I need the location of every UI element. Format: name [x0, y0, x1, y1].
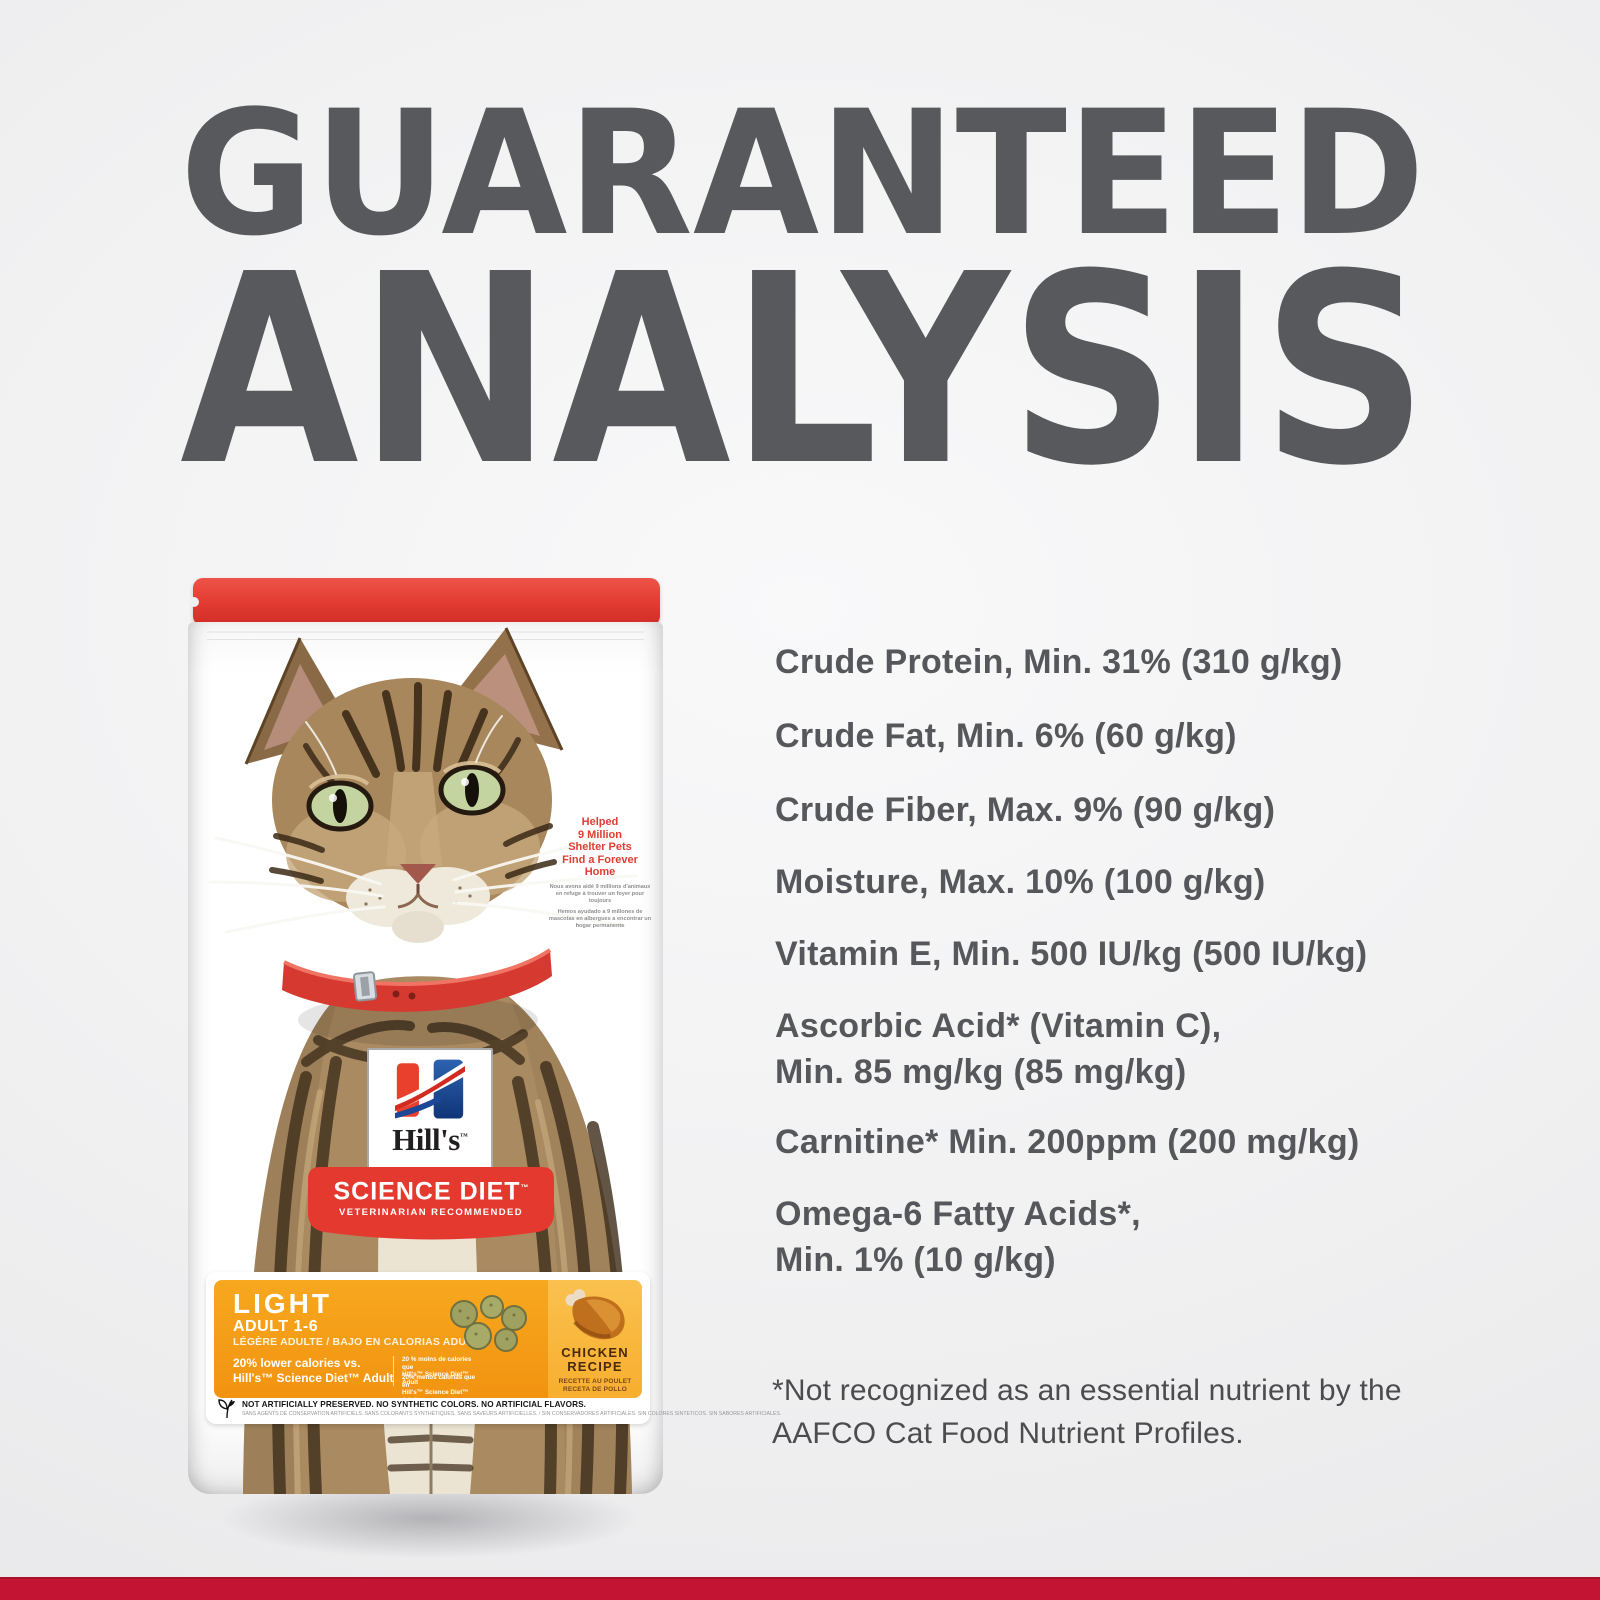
ribbon-shape: [308, 1167, 554, 1240]
nutrient-text: Crude Fiber, Max. 9% (90 g/kg): [775, 791, 1276, 829]
nutrient-crude-protein: Crude Protein, Min. 31% (310 g/kg): [775, 639, 1343, 685]
nutrient-text: Min. 85 mg/kg (85 mg/kg): [775, 1053, 1187, 1091]
callout-translation-es: Hemos ayudado a 9 millones de mascotas e…: [548, 909, 652, 929]
callout-line: Find a Forever: [562, 853, 638, 866]
no-artificial-text: NOT ARTIFICIALLY PRESERVED. NO SYNTHETIC…: [242, 1400, 587, 1409]
nutrient-text: Vitamin E, Min. 500 IU/kg (500 IU/kg): [775, 935, 1368, 973]
claim-line-es: 20% menos calorias que en: [402, 1374, 476, 1389]
nutrient-text: Omega-6 Fatty Acids*,: [775, 1195, 1141, 1233]
claim-line-fr: 20 % moins de calories que: [402, 1356, 472, 1371]
flavor-name: CHICKEN: [561, 1345, 629, 1360]
shelter-callout: Helped 9 Million Shelter Pets Find a For…: [548, 816, 652, 930]
hills-brand-text: Hill's: [392, 1122, 460, 1157]
trademark-symbol: ™: [520, 1183, 529, 1192]
callout-line: Home: [584, 866, 616, 879]
callout-line: Helped: [581, 816, 619, 828]
calorie-claim-es: 20% menos calorias que en Hill's™ Scienc…: [402, 1374, 482, 1404]
banner-flavor-panel: CHICKEN RECIPE RECETTE AU POULET RECETA …: [548, 1280, 642, 1398]
hills-wordmark: Hill's™: [369, 1122, 491, 1158]
leaf-icon: [218, 1399, 235, 1419]
science-diet-label: SCIENCE DIET™: [306, 1175, 556, 1204]
claim-line-fr: Hill's™ Science Diet™ Adult: [402, 1371, 469, 1386]
chicken-drumstick-icon: [565, 1289, 625, 1340]
flavor-translation-fr: RECETTE AU POULET: [558, 1378, 632, 1385]
page-title-line2: ANALYSIS: [180, 218, 1428, 500]
footnote-line: *Not recognized as an essential nutrient…: [772, 1374, 1402, 1407]
bottom-brand-bar: [0, 1577, 1600, 1600]
veterinarian-recommended-label: VETERINARIAN RECOMMENDED: [338, 1207, 524, 1219]
nutrient-moisture: Moisture, Max. 10% (100 g/kg): [775, 859, 1266, 905]
footnote-line: AAFCO Cat Food Nutrient Profiles.: [772, 1417, 1244, 1450]
nutrient-ascorbic-acid: Ascorbic Acid* (Vitamin C), Min. 85 mg/k…: [775, 1003, 1221, 1095]
claim-line: 20% lower calories vs.: [233, 1356, 361, 1370]
callout-translation-fr: Nous avons aidé 9 millions d'animaux en …: [549, 883, 651, 904]
bag-zip-seal: [189, 578, 660, 626]
page-title: GUARANTEED ANALYSIS: [180, 73, 1428, 500]
nutrient-text: Carnitine* Min. 200ppm (200 mg/kg): [775, 1123, 1360, 1161]
nutrient-carnitine: Carnitine* Min. 200ppm (200 mg/kg): [775, 1119, 1360, 1165]
kibble-icon: [450, 1295, 527, 1352]
flavor-translation-es: RECETA DE POLLO: [562, 1386, 628, 1393]
nutrient-text: Crude Fat, Min. 6% (60 g/kg): [775, 717, 1237, 755]
footnote: *Not recognized as an essential nutrient…: [772, 1369, 1402, 1455]
nutrient-crude-fat: Crude Fat, Min. 6% (60 g/kg): [775, 713, 1237, 759]
science-diet-ribbon: SCIENCE DIET™ VETERINARIAN RECOMMENDED: [306, 1163, 556, 1243]
nutrient-text: Moisture, Max. 10% (100 g/kg): [775, 863, 1266, 901]
product-line-name: LIGHT: [233, 1288, 332, 1319]
flavor-name: RECIPE: [567, 1359, 623, 1374]
callout-line: 9 Million: [578, 828, 622, 841]
nutrient-text: Crude Protein, Min. 31% (310 g/kg): [775, 643, 1343, 681]
claim-line-es: Hill's™ Science Diet™ Adult: [402, 1389, 469, 1404]
product-banner-card: CHICKEN RECIPE RECETTE AU POULET RECETA …: [206, 1272, 781, 1424]
hills-h-emblem-icon: [395, 1059, 465, 1119]
calorie-claim: 20% lower calories vs. Hill's™ Science D…: [233, 1356, 393, 1386]
claim-line: Hill's™ Science Diet™ Adult: [233, 1371, 394, 1385]
hills-logo: Hill's™: [367, 1048, 493, 1171]
nutrient-vitamin-e: Vitamin E, Min. 500 IU/kg (500 IU/kg): [775, 931, 1367, 977]
callout-line: Shelter Pets: [568, 841, 632, 854]
no-artificial-strip: NOT ARTIFICIALLY PRESERVED. NO SYNTHETIC…: [206, 1398, 781, 1424]
page-title-line1: GUARANTEED: [180, 73, 1425, 274]
trademark-symbol: ™: [459, 1131, 468, 1141]
nutrient-text: Min. 1% (10 g/kg): [775, 1241, 1056, 1279]
nutrient-crude-fiber: Crude Fiber, Max. 9% (90 g/kg): [775, 787, 1275, 833]
no-artificial-translation: SANS AGENTS DE CONSERVATION ARTIFICIELS.…: [242, 1411, 782, 1417]
calorie-claim-fr: 20 % moins de calories que Hill's™ Scien…: [402, 1356, 482, 1386]
age-range-label: ADULT 1-6: [233, 1318, 319, 1335]
product-line-translation: LÉGÈRE ADULTE / BAJO EN CALORIAS ADULTO: [233, 1336, 487, 1348]
nutrient-omega-6: Omega-6 Fatty Acids*, Min. 1% (10 g/kg): [775, 1191, 1141, 1283]
divider: [393, 1356, 394, 1386]
science-diet-text: SCIENCE DIET: [333, 1177, 521, 1206]
nutrient-text: Ascorbic Acid* (Vitamin C),: [775, 1007, 1222, 1045]
